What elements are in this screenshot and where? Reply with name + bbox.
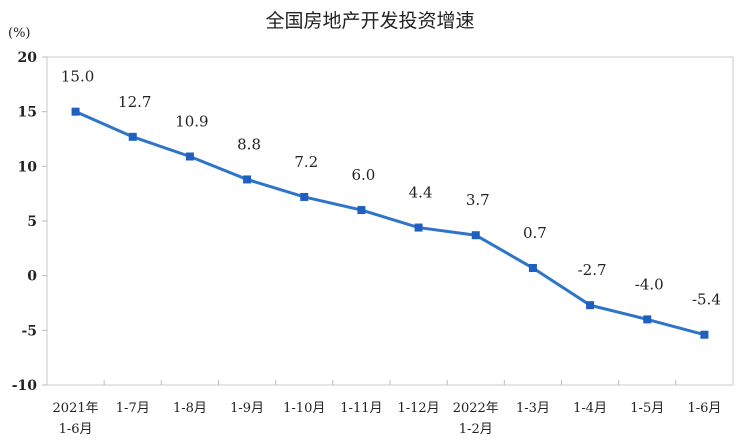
y-tick-label: -10 — [12, 378, 38, 394]
data-label: 3.7 — [466, 191, 490, 209]
x-tick-label: 1-7月 — [116, 401, 150, 416]
data-point — [71, 107, 80, 116]
data-point — [185, 152, 194, 161]
y-axis-unit: (%) — [8, 26, 31, 41]
y-tick-label: 5 — [27, 214, 37, 230]
data-point — [300, 192, 309, 201]
data-point — [471, 231, 480, 240]
data-point — [128, 132, 137, 141]
x-tick-label: 1-2月 — [459, 422, 493, 437]
data-point — [586, 301, 595, 310]
data-point — [243, 175, 252, 184]
x-tick-label: 1-4月 — [573, 401, 607, 416]
data-label: 4.4 — [409, 184, 433, 202]
y-tick-label: -5 — [21, 323, 37, 339]
data-point — [700, 330, 709, 339]
x-tick-label: 1-11月 — [340, 401, 382, 416]
y-tick-label: 15 — [18, 105, 37, 121]
x-tick-label: 1-8月 — [173, 401, 207, 416]
data-point — [528, 264, 537, 273]
data-label: 10.9 — [175, 112, 208, 130]
x-tick-label: 1-5月 — [630, 401, 664, 416]
chart-title: 全国房地产开发投资增速 — [265, 10, 475, 32]
data-point — [414, 223, 423, 232]
y-tick-label: 20 — [18, 50, 38, 66]
data-label: 6.0 — [351, 166, 375, 184]
y-tick-label: 0 — [27, 269, 37, 285]
x-tick-label: 1-9月 — [230, 401, 264, 416]
data-label: -2.7 — [578, 261, 607, 279]
series-line — [74, 110, 705, 337]
data-point — [643, 315, 652, 324]
data-label: 12.7 — [118, 93, 151, 111]
x-tick-label: 1-3月 — [516, 401, 550, 416]
data-label: 0.7 — [523, 224, 547, 242]
data-label: 15.0 — [61, 68, 94, 86]
data-label: -4.0 — [635, 275, 664, 293]
x-tick-label: 1-6月 — [59, 422, 93, 437]
x-tick-label: 2022年 — [453, 401, 499, 416]
data-label: -5.4 — [692, 291, 721, 309]
data-point — [357, 206, 366, 215]
data-label: 8.8 — [237, 135, 261, 153]
x-tick-label: 2021年 — [53, 401, 99, 416]
x-tick-label: 1-10月 — [283, 401, 325, 416]
x-tick-label: 1-6月 — [687, 401, 721, 416]
x-tick-label: 1-12月 — [397, 401, 439, 416]
data-label: 7.2 — [294, 153, 318, 171]
y-tick-label: 10 — [18, 159, 38, 175]
